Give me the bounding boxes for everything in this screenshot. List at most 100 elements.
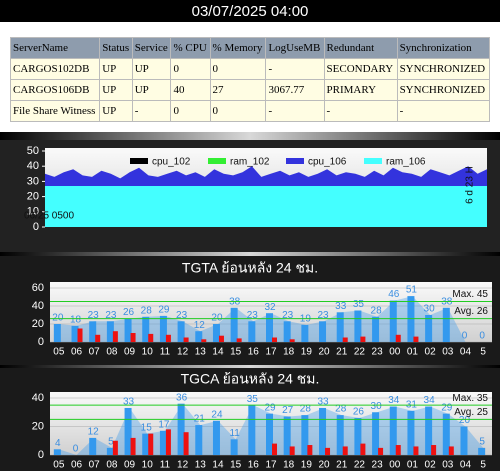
column-header: Synchronization xyxy=(396,37,491,59)
x-tick-label: 07 xyxy=(89,347,101,358)
annotation: 06/25 0500 xyxy=(24,211,74,222)
bar xyxy=(342,337,348,342)
data-label: 30 xyxy=(424,304,436,315)
table-cell: - xyxy=(131,100,172,122)
x-tick-label: 08 xyxy=(106,347,118,358)
x-tick-label: 08 xyxy=(106,460,118,471)
bar xyxy=(336,415,344,455)
y-tick-label: 10 xyxy=(27,206,39,218)
bar xyxy=(112,331,118,342)
data-label: 12 xyxy=(194,320,206,331)
bar xyxy=(106,447,114,455)
legend-label: cpu_106 xyxy=(308,157,347,168)
data-label: 35 xyxy=(353,299,365,310)
table-cell: CARGOS102DB xyxy=(9,58,101,80)
x-tick-label: 01 xyxy=(407,460,419,471)
bar xyxy=(266,313,273,342)
bar xyxy=(372,412,380,455)
table-cell: File Share Witness xyxy=(9,100,101,122)
bar xyxy=(130,437,136,455)
bar xyxy=(442,307,450,342)
bar xyxy=(319,407,327,455)
x-tick-label: 03 xyxy=(442,347,454,358)
y-tick-label: 20 xyxy=(32,318,44,330)
x-tick-label: 09 xyxy=(124,347,136,358)
bar xyxy=(159,430,167,455)
annotation: 6 d 23 H xyxy=(465,166,476,204)
data-label: 28 xyxy=(371,305,383,316)
data-label: 30 xyxy=(371,401,383,412)
data-label: 0 xyxy=(73,444,79,455)
bar xyxy=(325,447,331,455)
bar xyxy=(413,336,419,342)
x-tick-label: 07 xyxy=(89,460,101,471)
data-label: 51 xyxy=(406,285,418,296)
bar xyxy=(413,446,419,455)
x-tick-label: 16 xyxy=(248,347,260,358)
x-tick-label: 21 xyxy=(336,347,348,358)
table-cell: SYNCHRONIZED xyxy=(396,79,491,101)
bar xyxy=(130,333,136,342)
bar xyxy=(442,413,450,455)
table-cell: 3067.77 xyxy=(265,79,325,101)
data-label: 34 xyxy=(388,395,400,406)
table-cell: PRIMARY xyxy=(323,79,398,101)
bar xyxy=(53,449,61,455)
x-tick-label: 15 xyxy=(230,347,242,358)
bar xyxy=(106,321,114,342)
data-label: 29 xyxy=(264,402,276,413)
table-cell: - xyxy=(265,100,325,122)
x-tick-label: 18 xyxy=(283,460,295,471)
x-tick-label: 00 xyxy=(389,460,401,471)
bar xyxy=(360,443,366,455)
header-datetime: 03/07/2025 04:00 xyxy=(192,3,309,20)
y-tick-label: 50 xyxy=(27,145,39,157)
table-cell: 0 xyxy=(170,100,211,122)
x-tick-label: 14 xyxy=(212,460,224,471)
table-cell: 0 xyxy=(170,58,211,80)
bar xyxy=(95,334,101,342)
x-tick-label: 10 xyxy=(142,460,154,471)
x-tick-label: 01 xyxy=(407,347,419,358)
bar xyxy=(142,433,150,455)
data-label: 26 xyxy=(123,307,135,318)
data-label: 15 xyxy=(141,422,153,433)
x-tick-label: 05 xyxy=(53,460,65,471)
bar xyxy=(89,321,97,342)
legend-label: ram_106 xyxy=(386,157,426,168)
bar xyxy=(236,338,242,342)
y-tick-label: 0 xyxy=(33,221,39,233)
y-tick-label: 30 xyxy=(27,175,39,187)
x-tick-label: 5 xyxy=(480,460,486,471)
x-tick-label: 14 xyxy=(212,347,224,358)
bar xyxy=(460,426,468,455)
x-tick-label: 02 xyxy=(425,460,437,471)
bar xyxy=(183,337,189,342)
reference-label: Max. 35 xyxy=(452,393,488,404)
bar xyxy=(289,446,295,455)
data-label: 26 xyxy=(353,407,365,418)
table-cell: SECONDARY xyxy=(323,58,398,80)
bar xyxy=(425,406,433,455)
table-cell: 0 xyxy=(209,100,267,122)
bar xyxy=(195,425,203,455)
legend-label: ram_102 xyxy=(230,157,270,168)
reference-label: Max. 45 xyxy=(452,289,488,300)
x-tick-label: 17 xyxy=(265,347,277,358)
column-header: LogUseMB xyxy=(265,37,325,59)
y-tick-label: 40 xyxy=(32,392,44,404)
bar xyxy=(183,432,189,455)
legend-label: cpu_102 xyxy=(152,157,191,168)
data-label: 5 xyxy=(479,437,485,448)
x-tick-label: 04 xyxy=(460,460,472,471)
x-tick-label: 5 xyxy=(480,347,486,358)
bar xyxy=(201,339,207,342)
table-cell: SYNCHRONIZED xyxy=(396,58,491,80)
bar xyxy=(212,324,220,342)
x-tick-label: 09 xyxy=(124,460,136,471)
bar xyxy=(142,316,150,342)
x-tick-label: 11 xyxy=(160,347,171,358)
table-cell: 0 xyxy=(209,58,267,80)
